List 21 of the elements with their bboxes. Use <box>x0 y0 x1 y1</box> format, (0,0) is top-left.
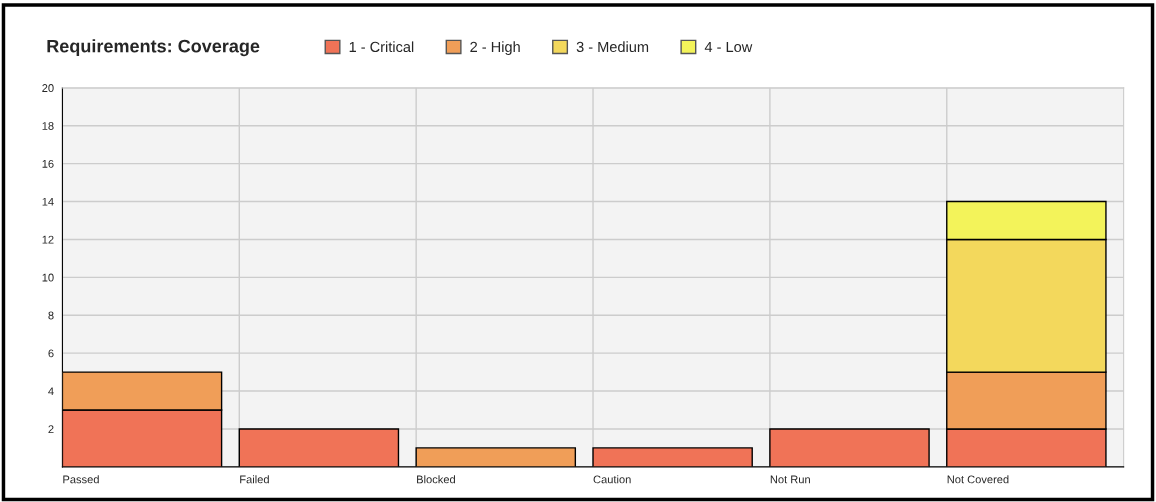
x-tick-label: Passed <box>63 475 99 484</box>
x-tick-label: Not Run <box>770 475 810 484</box>
legend-label: 1 - Critical <box>349 41 414 53</box>
x-tick-label: Not Covered <box>947 475 1009 484</box>
x-tick-label: Failed <box>240 475 269 484</box>
x-tick-label: Blocked <box>417 475 455 484</box>
y-tick-label: 12 <box>42 235 54 244</box>
y-tick-label: 20 <box>42 84 54 92</box>
y-tick-label: 10 <box>42 273 54 282</box>
y-tick-label: 6 <box>48 349 54 358</box>
y-tick-label: 4 <box>48 387 54 396</box>
legend-label: 4 - Low <box>704 41 753 53</box>
y-tick-label: 14 <box>42 197 54 206</box>
x-tick-label: Caution <box>593 475 631 484</box>
y-tick-label: 18 <box>42 122 54 130</box>
y-tick-label: 8 <box>48 311 54 320</box>
chart-title: Requirements: Coverage <box>47 39 260 57</box>
legend-label: 2 - High <box>470 41 520 55</box>
y-tick-label: 2 <box>48 425 54 433</box>
legend-label: 3 - Medium <box>576 41 649 53</box>
y-tick-label: 16 <box>42 159 54 168</box>
